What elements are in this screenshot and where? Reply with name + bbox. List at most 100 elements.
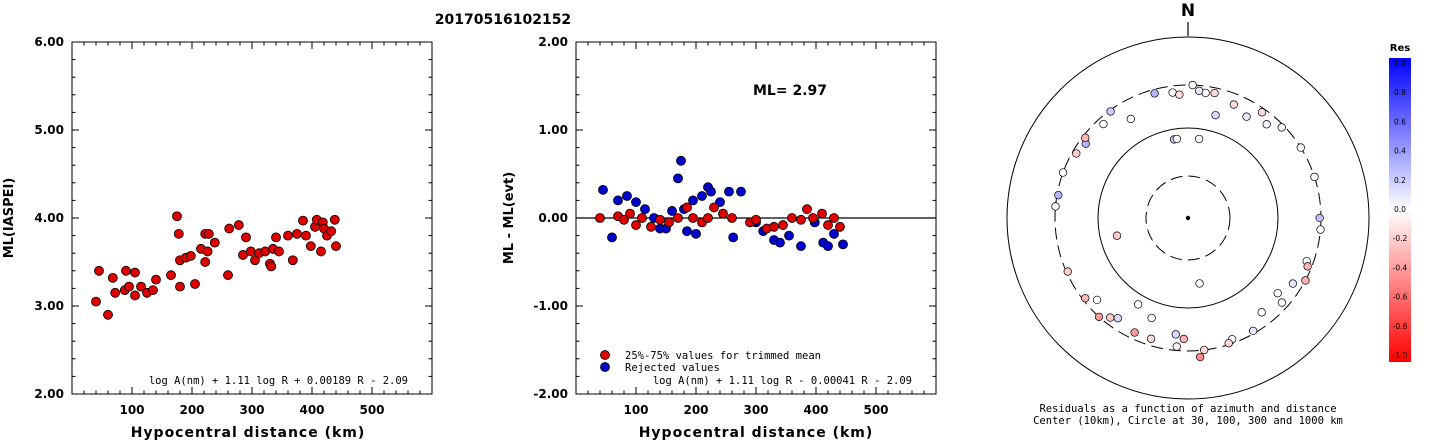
trimmed-point bbox=[709, 202, 719, 213]
data-point bbox=[329, 214, 340, 225]
residual-point bbox=[1133, 300, 1143, 309]
azimuth-residual-chart: N Residuals as a function of azimuth and… bbox=[1006, 1, 1411, 427]
residual-point bbox=[1081, 133, 1090, 142]
residual-point bbox=[1224, 339, 1233, 348]
trimmed-point bbox=[637, 213, 647, 223]
plot-frame bbox=[71, 41, 433, 395]
residual-point bbox=[1094, 312, 1104, 321]
x-tick-label: 300 bbox=[239, 403, 264, 417]
rejected-point bbox=[673, 173, 683, 184]
data-points bbox=[595, 155, 848, 252]
residual-point bbox=[1051, 202, 1060, 211]
data-points bbox=[91, 211, 341, 320]
trimmed-point bbox=[673, 213, 683, 223]
data-point bbox=[173, 228, 184, 239]
x-tick-label: 100 bbox=[623, 403, 648, 417]
rejected-point bbox=[706, 186, 716, 197]
caption-line-2: Center (10km), Circle at 30, 100, 300 an… bbox=[1033, 415, 1343, 427]
data-point bbox=[172, 211, 182, 222]
residual-point bbox=[1195, 279, 1204, 288]
rejected-point bbox=[736, 186, 746, 197]
residual-point bbox=[1310, 172, 1319, 182]
colorbar-tick-label: -0.8 bbox=[1393, 322, 1408, 331]
rejected-point bbox=[640, 204, 650, 215]
data-point bbox=[110, 287, 121, 298]
data-point bbox=[175, 281, 185, 292]
trimmed-point bbox=[835, 221, 845, 232]
residual-point bbox=[1072, 149, 1081, 158]
ml-annotation: ML= 2.97 bbox=[753, 83, 827, 99]
axes: 100 200 300 400 500 -2.00 -1.00 0.00 1.00 2.00 bbox=[533, 35, 936, 417]
residual-point bbox=[1257, 108, 1267, 117]
y-axis-label: ML(IASPEI) bbox=[2, 178, 17, 259]
residual-point bbox=[1172, 342, 1181, 351]
residual-point bbox=[1211, 111, 1220, 120]
residual-point bbox=[1194, 134, 1204, 144]
trimmed-point bbox=[682, 202, 692, 213]
residual-point bbox=[1301, 276, 1310, 285]
residual-point bbox=[1277, 298, 1287, 307]
x-tick-label: 400 bbox=[803, 403, 828, 417]
residual-point bbox=[1113, 314, 1122, 323]
residual-point bbox=[1262, 120, 1271, 129]
caption-line-1: Residuals as a function of azimuth and d… bbox=[1039, 403, 1336, 415]
data-point bbox=[316, 246, 326, 257]
residual-point bbox=[1196, 352, 1205, 362]
magnitude-vs-distance-chart: 100 200 300 400 500 2.00 3.00 4.00 5.00 6.00 ML(I… bbox=[2, 35, 433, 441]
residual-point bbox=[1249, 326, 1258, 336]
legend-marker-trimmed bbox=[600, 350, 610, 360]
figure-title: 20170516102152 bbox=[435, 12, 571, 28]
trimmed-point bbox=[718, 208, 728, 219]
rejected-point bbox=[697, 191, 707, 201]
rejected-point bbox=[598, 184, 608, 195]
data-point bbox=[326, 226, 337, 237]
rejected-point bbox=[691, 228, 701, 239]
colorbar-tick-label: 0.2 bbox=[1394, 176, 1406, 185]
residual-point bbox=[1200, 345, 1209, 355]
rejected-point bbox=[607, 232, 617, 243]
residual-point bbox=[1126, 114, 1135, 124]
residual-point bbox=[1257, 308, 1266, 317]
residual-point bbox=[1296, 143, 1305, 152]
data-point bbox=[203, 228, 214, 239]
x-tick-label: 300 bbox=[743, 403, 768, 417]
data-point bbox=[130, 267, 140, 278]
rejected-point bbox=[728, 232, 739, 243]
colorbar-tick-label: 0.6 bbox=[1394, 117, 1406, 126]
rejected-point bbox=[796, 241, 806, 252]
data-point bbox=[331, 241, 341, 252]
trimmed-point bbox=[646, 221, 656, 232]
rejected-point bbox=[775, 237, 785, 248]
data-point bbox=[266, 261, 277, 272]
residual-point bbox=[1063, 267, 1072, 276]
rejected-point bbox=[823, 241, 833, 252]
rejected-point bbox=[682, 226, 692, 237]
data-point bbox=[107, 272, 118, 283]
data-point bbox=[148, 285, 158, 296]
y-axis-label: ML - ML(evt) bbox=[502, 172, 517, 264]
north-label: N bbox=[1181, 1, 1195, 21]
colorbar-tick-label: 0.8 bbox=[1394, 88, 1406, 97]
data-point bbox=[274, 246, 284, 257]
data-point bbox=[305, 241, 316, 252]
residual-point bbox=[1172, 134, 1182, 144]
y-tick-label: -2.00 bbox=[533, 387, 568, 401]
data-point bbox=[223, 270, 233, 281]
data-point bbox=[103, 309, 113, 320]
rejected-point bbox=[838, 239, 848, 250]
data-point bbox=[301, 230, 311, 241]
data-point bbox=[202, 246, 213, 257]
legend-label-rejected: Rejected values bbox=[625, 362, 720, 374]
y-tick-label: 4.00 bbox=[34, 211, 64, 225]
trimmed-point bbox=[769, 221, 779, 232]
x-tick-label: 200 bbox=[683, 403, 708, 417]
x-tick-label: 500 bbox=[359, 403, 384, 417]
trimmed-point bbox=[688, 213, 698, 223]
x-tick-label: 500 bbox=[863, 403, 888, 417]
residual-point bbox=[1147, 313, 1156, 323]
data-point bbox=[292, 228, 302, 239]
data-point bbox=[250, 255, 260, 266]
trimmed-point bbox=[595, 213, 605, 223]
y-tick-label: 3.00 bbox=[34, 299, 64, 313]
